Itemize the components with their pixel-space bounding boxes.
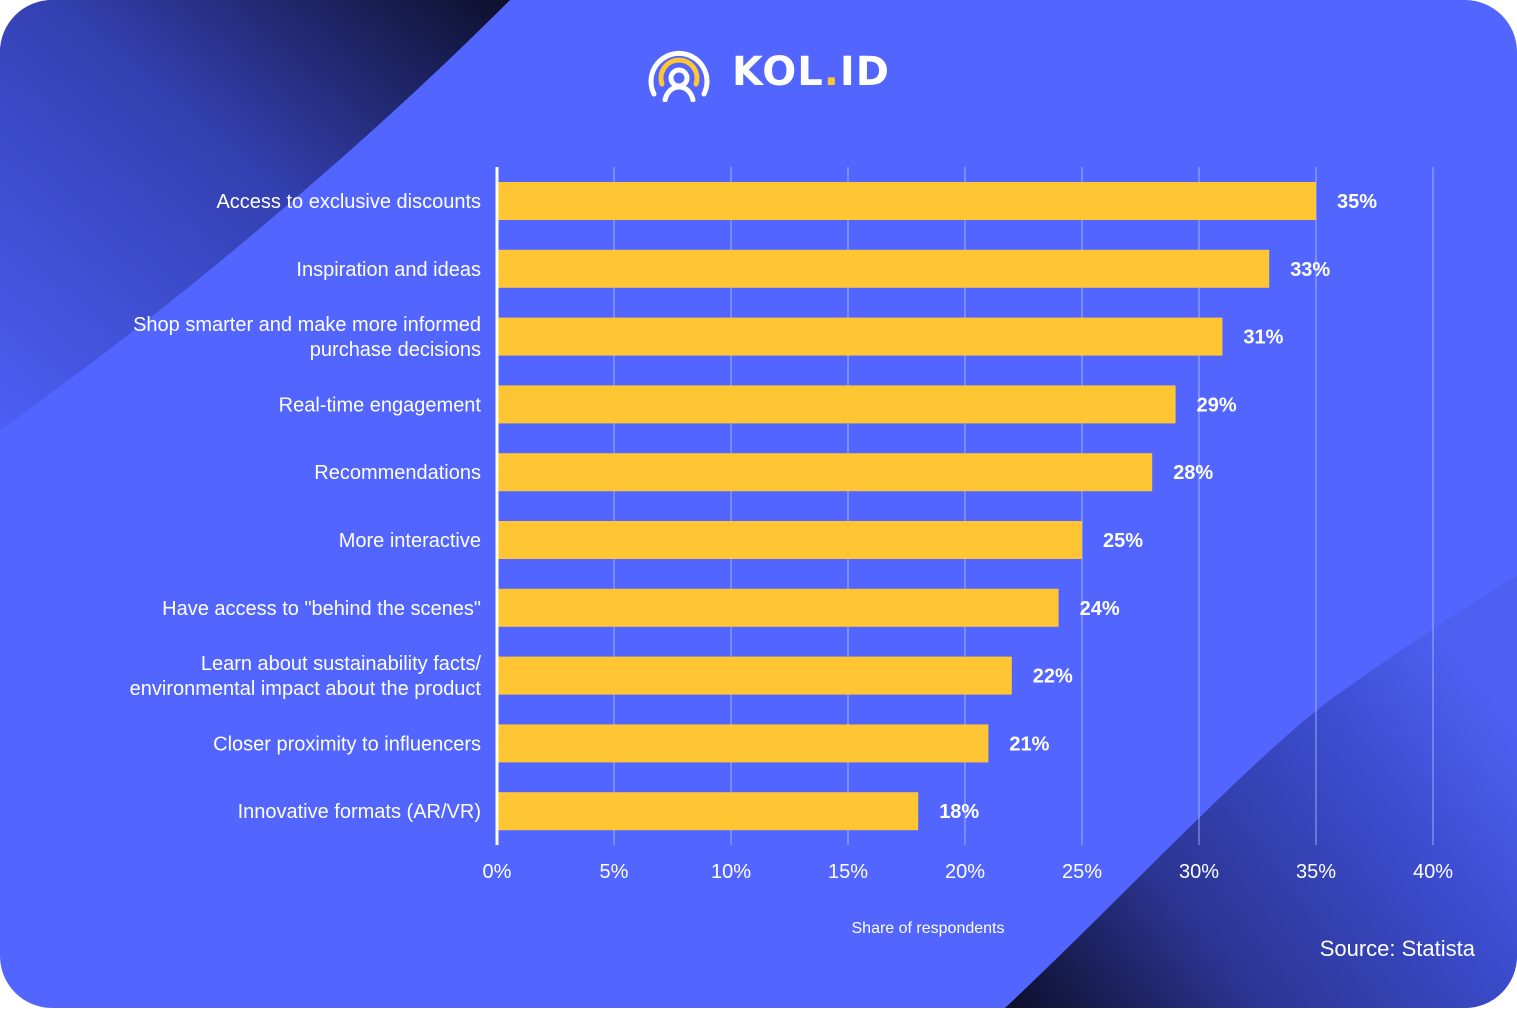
value-label: 21%	[1009, 733, 1049, 755]
bars	[497, 182, 1316, 831]
category-label: Recommendations	[314, 462, 481, 484]
x-tick-label: 20%	[945, 861, 985, 883]
x-tick-label: 5%	[600, 861, 629, 883]
brand-logo: KOL.ID	[646, 40, 890, 104]
bar	[497, 385, 1176, 424]
category-label: Innovative formats (AR/VR)	[238, 801, 481, 823]
x-tick-label: 25%	[1062, 861, 1102, 883]
value-labels: 35% 33% 31% 29% 28% 25% 24% 22% 21% 18%	[939, 191, 1377, 823]
category-label: Learn about sustainability facts/	[201, 653, 482, 675]
x-tick-label: 15%	[828, 861, 868, 883]
category-label: environmental impact about the product	[130, 678, 482, 700]
category-label: Inspiration and ideas	[296, 259, 481, 281]
value-label: 18%	[939, 801, 979, 823]
bar	[497, 792, 919, 831]
category-label: Closer proximity to influencers	[213, 733, 481, 755]
category-label: Access to exclusive discounts	[216, 191, 481, 213]
category-label: Real-time engagement	[279, 394, 482, 416]
x-tick-label: 35%	[1296, 861, 1336, 883]
category-label: More interactive	[339, 530, 481, 552]
x-tick-label: 40%	[1413, 861, 1453, 883]
x-tick-label: 10%	[711, 861, 751, 883]
bar	[497, 249, 1270, 288]
value-label: 28%	[1173, 462, 1213, 484]
value-label: 29%	[1197, 394, 1237, 416]
value-label: 35%	[1337, 191, 1377, 213]
x-tick-labels: 0% 5% 10% 15% 20% 25% 30% 35% 40%	[483, 861, 1454, 883]
category-label: Shop smarter and make more informed	[133, 314, 481, 336]
value-label: 31%	[1243, 327, 1283, 349]
bar	[497, 656, 1012, 695]
bar	[497, 182, 1316, 220]
bar	[497, 588, 1059, 627]
bar	[497, 724, 989, 763]
brand-name: KOL.ID	[732, 49, 890, 95]
bar	[497, 453, 1153, 492]
x-tick-label: 30%	[1179, 861, 1219, 883]
top-left-gradient-shape	[0, 0, 510, 430]
x-axis-title: Share of respondents	[852, 920, 1005, 937]
bar	[497, 317, 1223, 356]
source-note: Source: Statista	[1319, 936, 1475, 961]
category-label: purchase decisions	[310, 339, 481, 361]
category-labels: Access to exclusive discounts Inspiration…	[130, 191, 482, 823]
value-label: 33%	[1290, 259, 1330, 281]
x-tick-label: 0%	[483, 861, 512, 883]
value-label: 22%	[1033, 666, 1073, 688]
value-label: 24%	[1080, 598, 1120, 620]
value-label: 25%	[1103, 530, 1143, 552]
bottom-right-gradient-shape	[1005, 575, 1517, 1008]
broadcast-person-icon	[648, 50, 710, 102]
category-label: Have access to "behind the scenes"	[162, 598, 481, 620]
bar	[497, 521, 1082, 559]
